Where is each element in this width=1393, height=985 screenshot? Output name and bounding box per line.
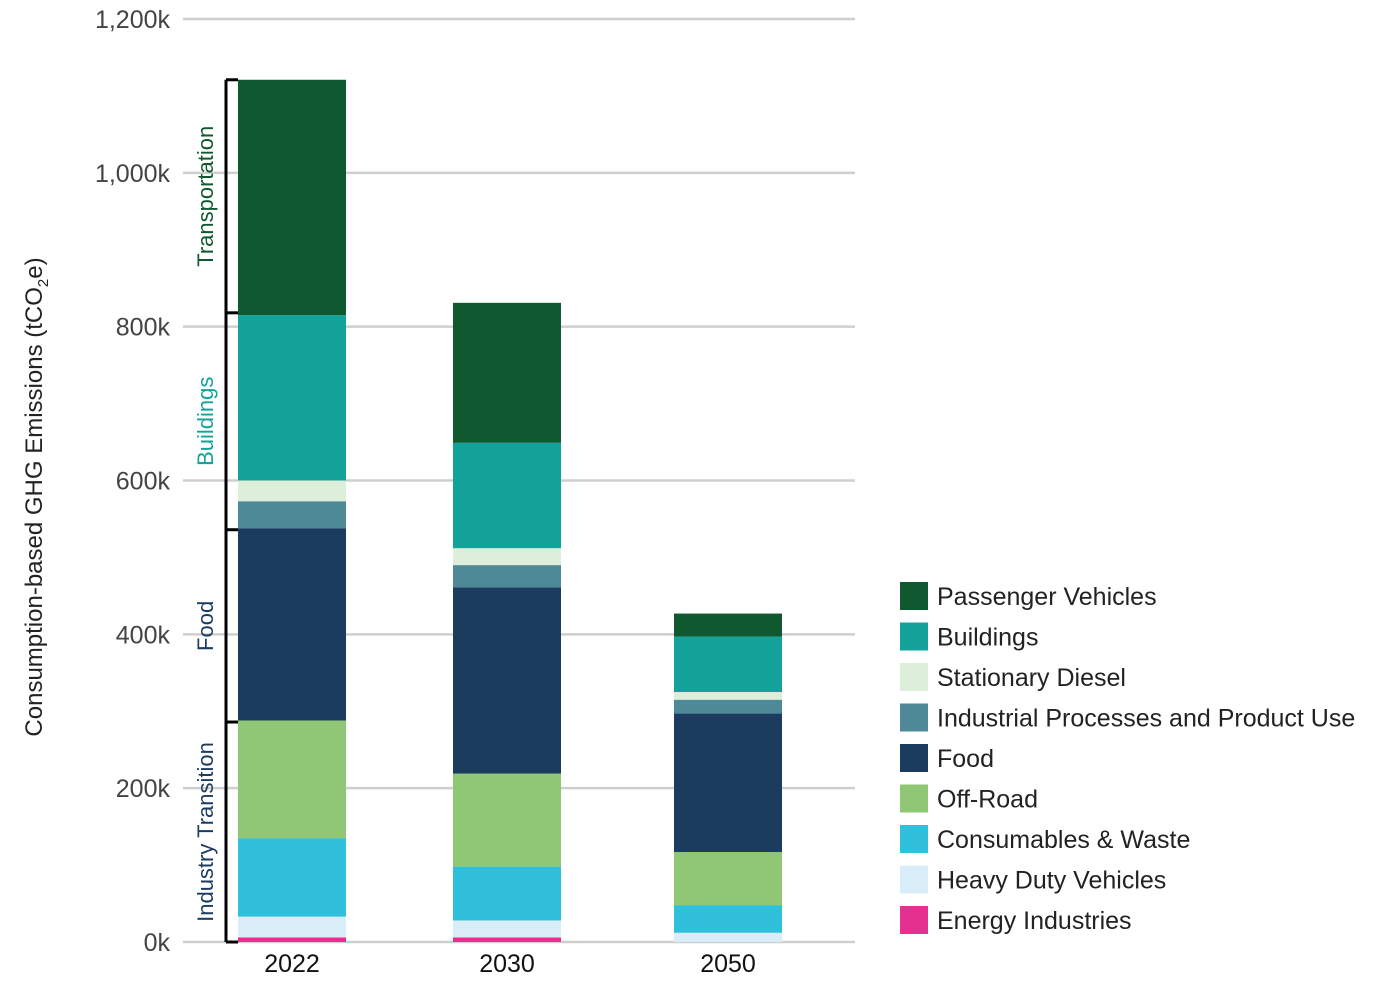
x-axis-ticks: 2022 2030 2050 (264, 950, 756, 978)
bracket-label-food: Food (193, 601, 218, 651)
y-tick-label: 800k (116, 314, 171, 342)
bar-segment-consumables-and-waste (674, 905, 782, 933)
legend-item-buildings: Buildings (900, 622, 1038, 652)
bar-segment-off-road (238, 720, 346, 839)
legend-item-industrial-processes-and-product-use: Industrial Processes and Product Use (900, 703, 1355, 733)
y-tick-label: 1,000k (95, 160, 171, 188)
legend-swatch (900, 784, 928, 813)
bar-segment-passenger-vehicles (674, 613, 782, 637)
bar-stack-2030 (453, 302, 561, 942)
x-tick-label: 2030 (479, 950, 535, 978)
legend-swatch (900, 906, 928, 934)
legend-swatch (900, 865, 928, 894)
bar-segment-industrial-processes-and-product-use (238, 501, 346, 529)
bar-segment-passenger-vehicles (238, 79, 346, 316)
legend-swatch (900, 622, 928, 651)
legend-swatch (900, 744, 928, 772)
legend-label: Energy Industries (937, 907, 1132, 935)
x-tick-label: 2050 (700, 950, 756, 978)
y-tick-label: 0k (144, 929, 171, 957)
bar-stack-2050 (674, 613, 782, 942)
bar-segment-buildings (453, 442, 561, 549)
bar-segment-stationary-diesel (674, 692, 782, 700)
x-tick-label: 2022 (264, 950, 320, 978)
bar-segment-industrial-processes-and-product-use (674, 699, 782, 714)
bar-segment-energy-industries (238, 937, 346, 942)
legend-item-off-road: Off-Road (900, 784, 1038, 814)
legend-label: Heavy Duty Vehicles (937, 867, 1166, 895)
legend-label: Off-Road (937, 786, 1038, 814)
bar-segment-buildings (238, 315, 346, 481)
legend-label: Industrial Processes and Product Use (937, 705, 1355, 733)
bar-segment-off-road (674, 852, 782, 906)
bar-segment-food (453, 587, 561, 774)
y-axis-ticks: 0k 200k 400k 600k 800k 1,000k 1,200k (95, 6, 171, 957)
bar-stack-2022 (238, 79, 346, 942)
legend-label: Passenger Vehicles (937, 583, 1157, 611)
bar-segment-buildings (674, 636, 782, 693)
y-tick-label: 1,200k (95, 6, 171, 34)
legend-swatch (900, 582, 928, 610)
legend-swatch (900, 703, 928, 732)
legend-item-stationary-diesel: Stationary Diesel (900, 663, 1126, 692)
legend-swatch (900, 825, 928, 853)
bar-segment-food (674, 713, 782, 853)
legend-item-energy-industries: Energy Industries (900, 906, 1132, 935)
bar-segment-passenger-vehicles (453, 302, 561, 443)
bar-segment-off-road (453, 773, 561, 867)
bar-segment-stationary-diesel (238, 480, 346, 502)
bar-segment-stationary-diesel (453, 548, 561, 566)
legend-item-heavy-duty-vehicles: Heavy Duty Vehicles (900, 865, 1166, 895)
y-tick-label: 600k (116, 468, 171, 496)
bar-segment-consumables-and-waste (238, 838, 346, 917)
bar-segment-heavy-duty-vehicles (238, 916, 346, 938)
bracket-label-industry-transition: Industry Transition (193, 742, 218, 922)
y-tick-label: 200k (116, 775, 171, 803)
legend-label: Consumables & Waste (937, 826, 1190, 854)
legend-label: Stationary Diesel (937, 664, 1126, 692)
group-brackets: Transportation Buildings Food Industry Tran… (193, 78, 238, 944)
bar-segment-energy-industries (453, 937, 561, 942)
legend-label: Buildings (937, 624, 1038, 652)
legend-label: Food (937, 745, 994, 773)
y-axis-title: Consumption-based GHG Emissions (tCO2e) (21, 257, 52, 736)
bar-segment-consumables-and-waste (453, 866, 561, 921)
legend: Passenger Vehicles Buildings Stationary Di… (900, 582, 1355, 935)
bar-segment-heavy-duty-vehicles (453, 920, 561, 938)
bar-segment-heavy-duty-vehicles (674, 932, 782, 942)
legend-item-consumables-and-waste: Consumables & Waste (900, 825, 1190, 854)
bars (238, 79, 782, 942)
legend-swatch (900, 663, 928, 691)
bracket-label-transportation: Transportation (193, 126, 218, 267)
legend-item-food: Food (900, 744, 994, 773)
bar-segment-food (238, 528, 346, 721)
bar-segment-industrial-processes-and-product-use (453, 565, 561, 588)
legend-item-passenger-vehicles: Passenger Vehicles (900, 582, 1157, 611)
bracket-label-buildings: Buildings (193, 377, 218, 466)
y-tick-label: 400k (116, 621, 171, 649)
